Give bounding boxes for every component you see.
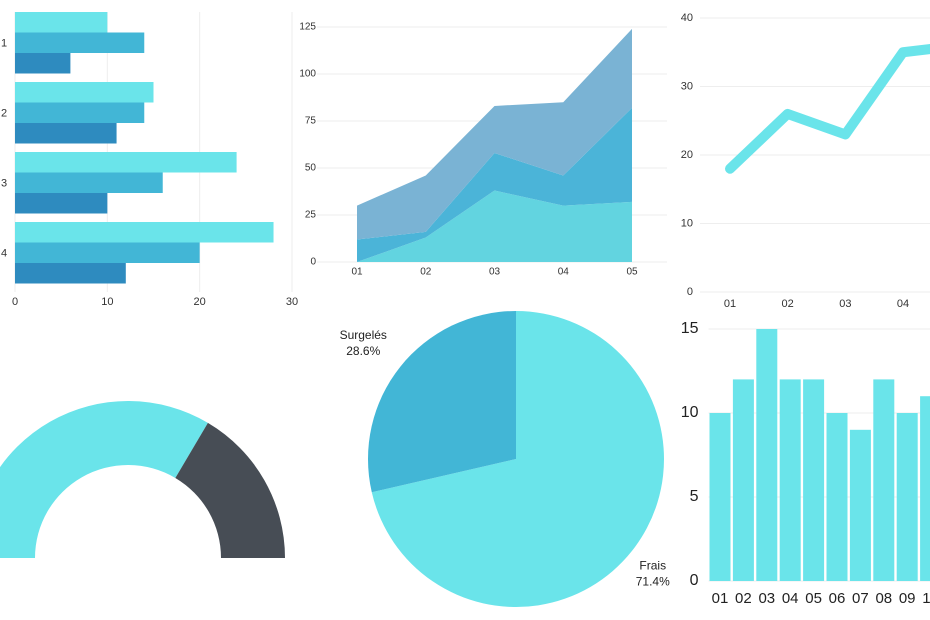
pie-slice — [368, 311, 516, 493]
bar — [15, 152, 237, 173]
x-tick-label: 07 — [852, 590, 869, 607]
bar — [15, 263, 126, 284]
x-tick-label: 02 — [735, 590, 752, 607]
bar — [709, 413, 731, 581]
bar — [15, 242, 200, 263]
x-tick-label: 20 — [194, 296, 206, 308]
y-tick-label: 10 — [681, 404, 699, 421]
x-tick-label: 01 — [712, 590, 729, 607]
x-tick-label: 05 — [805, 590, 822, 607]
y-tick-label: 25 — [305, 210, 317, 221]
bar — [873, 379, 895, 581]
x-tick-label: 04 — [782, 590, 799, 607]
y-tick-label: 30 — [681, 80, 693, 92]
bar — [15, 193, 108, 214]
x-tick-label: 03 — [489, 267, 501, 278]
y-tick-label: 20 — [681, 149, 693, 161]
bar — [756, 329, 778, 581]
bar — [15, 102, 145, 123]
bar — [15, 172, 163, 193]
y-tick-label: 2 — [1, 107, 7, 119]
bar — [15, 222, 274, 243]
slice-value: 71.4% — [636, 574, 670, 588]
x-tick-label: 09 — [899, 590, 916, 607]
y-tick-label: 4 — [1, 247, 7, 259]
x-tick-label: 08 — [875, 590, 892, 607]
x-tick-label: 02 — [420, 267, 432, 278]
bar — [920, 396, 930, 581]
slice-label: Surgelés — [340, 328, 387, 342]
y-tick-label: 15 — [681, 320, 699, 337]
x-tick-label: 30 — [286, 296, 298, 308]
line — [725, 44, 930, 174]
bar — [15, 53, 71, 74]
x-tick-label: 01 — [351, 267, 363, 278]
y-tick-label: 40 — [681, 12, 693, 24]
y-tick-label: 100 — [299, 69, 316, 80]
bar — [15, 12, 108, 33]
x-tick-label: 04 — [897, 298, 909, 310]
bar — [896, 413, 918, 581]
x-tick-label: 05 — [626, 267, 638, 278]
bar — [779, 379, 801, 581]
bar — [849, 429, 871, 581]
y-tick-label: 3 — [1, 177, 7, 189]
y-tick-label: 10 — [681, 217, 693, 229]
y-tick-label: 0 — [687, 286, 693, 298]
y-tick-label: 1 — [1, 37, 7, 49]
slice-label: Frais — [639, 558, 666, 572]
x-tick-label: 02 — [782, 298, 794, 310]
bar — [803, 379, 825, 581]
area — [357, 190, 632, 262]
x-tick-label: 03 — [758, 590, 775, 607]
x-tick-label: 01 — [724, 298, 736, 310]
y-tick-label: 0 — [690, 572, 699, 589]
y-tick-label: 5 — [690, 488, 699, 505]
x-tick-label: 06 — [829, 590, 846, 607]
x-tick-label: 0 — [12, 296, 18, 308]
gauge-segment — [175, 422, 285, 558]
area — [357, 107, 632, 262]
y-tick-label: 50 — [305, 163, 317, 174]
area — [357, 28, 632, 240]
y-tick-label: 0 — [310, 257, 316, 268]
x-tick-label: 03 — [839, 298, 851, 310]
x-tick-label: 04 — [558, 267, 570, 278]
bar — [15, 32, 145, 53]
x-tick-label: 10 — [922, 590, 930, 607]
bar — [732, 379, 754, 581]
bar — [15, 123, 117, 144]
x-tick-label: 10 — [101, 296, 113, 308]
y-tick-label: 125 — [299, 22, 316, 33]
slice-value: 28.6% — [346, 344, 380, 358]
gauge-segment — [0, 401, 208, 558]
pie-slice — [371, 311, 664, 607]
bar — [826, 413, 848, 581]
bar — [15, 82, 154, 103]
y-tick-label: 75 — [305, 116, 317, 127]
